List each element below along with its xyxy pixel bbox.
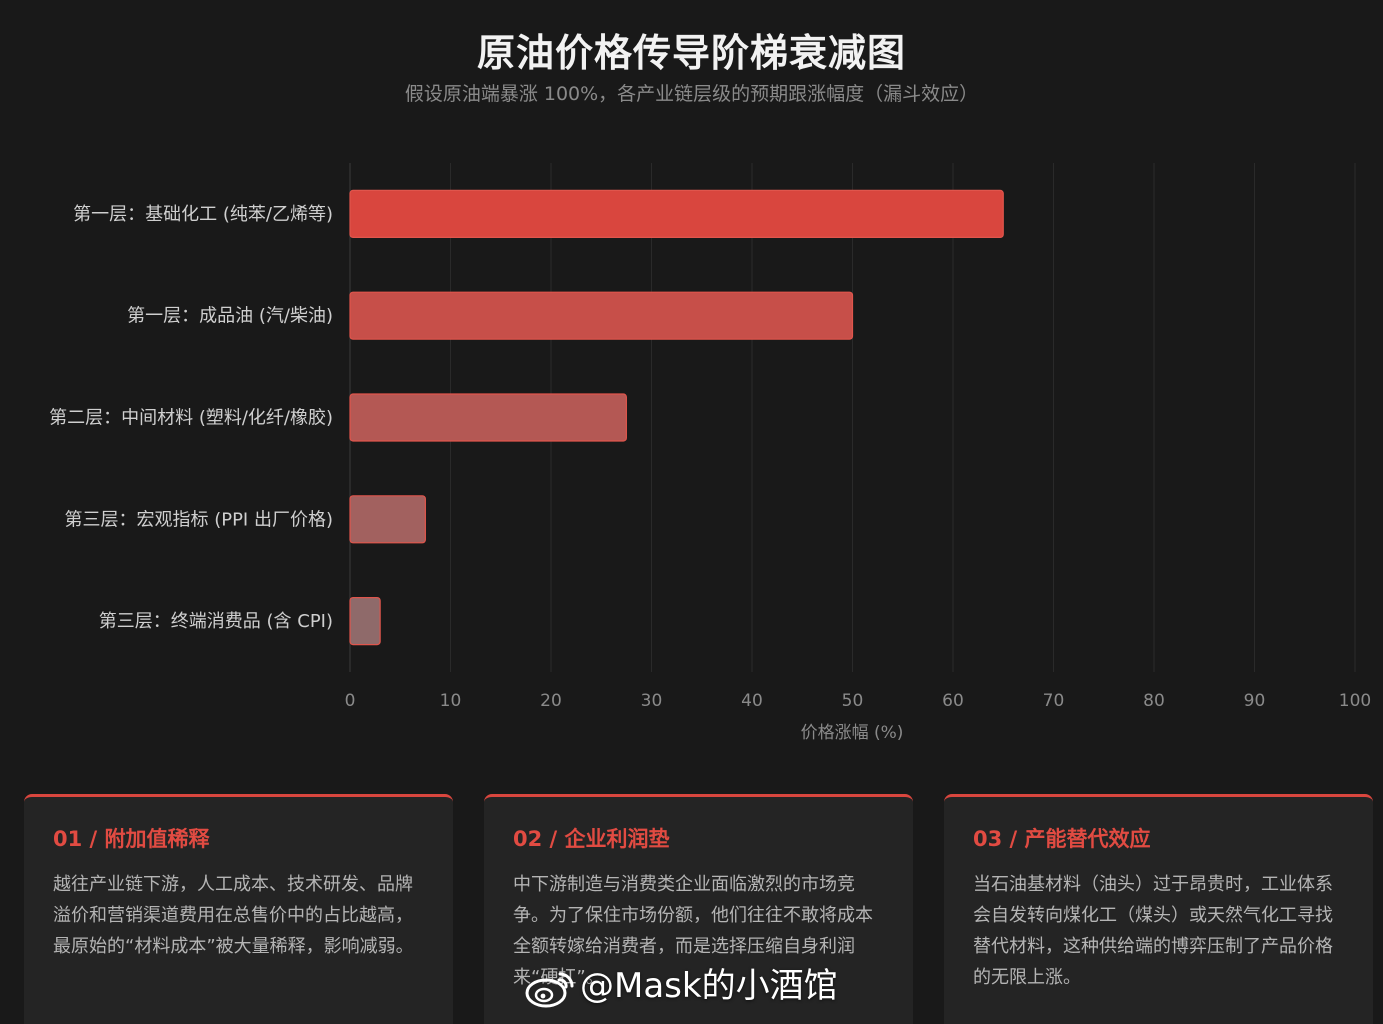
y-category-label: 第二层：中间材料 (塑料/化纤/橡胶): [49, 408, 333, 429]
watermark-text: @Mask的小酒馆: [580, 966, 838, 1006]
x-tick-label: 70: [1043, 691, 1065, 711]
x-tick-label: 40: [741, 691, 763, 711]
watermark: @Mask的小酒馆: [524, 958, 838, 1008]
chart-title: 原油价格传导阶梯衰减图: [476, 31, 906, 75]
card-title: 01 / 附加值稀释: [53, 827, 210, 851]
bar-chart: 第一层：基础化工 (纯苯/乙烯等) 第一层：成品油 (汽/柴油) 第二层：中间材料 …: [49, 163, 1371, 743]
card-title: 02 / 企业利润垫: [513, 827, 670, 851]
x-tick-label: 0: [345, 691, 356, 711]
card-title: 03 / 产能替代效应: [973, 827, 1151, 851]
bar: [349, 393, 627, 442]
x-tick-label: 100: [1339, 691, 1371, 711]
card-body: 越往产业链下游，人工成本、技术研发、品牌溢价和营销渠道费用在总售价中的占比越高，…: [53, 874, 414, 957]
chart-subtitle: 假设原油端暴涨 100%，各产业链层级的预期跟涨幅度（漏斗效应）: [404, 83, 979, 105]
card-body: 中下游制造与消费类企业面临激烈的市场竞争。为了保住市场份额，他们往往不敢将成本全…: [513, 874, 873, 988]
card-body: 当石油基材料（油头）过于昂贵时，工业体系会自发转向煤化工（煤头）或天然气化工寻找…: [973, 874, 1333, 988]
x-tick-label: 30: [641, 691, 663, 711]
x-tick-label: 60: [942, 691, 964, 711]
bar: [349, 291, 854, 340]
x-tick-label: 20: [540, 691, 562, 711]
y-category-label: 第一层：成品油 (汽/柴油): [127, 306, 333, 327]
bar: [349, 495, 426, 544]
weibo-icon: [525, 972, 574, 1007]
insight-card-2: 02 / 企业利润垫 中下游制造与消费类企业面临激烈的市场竞争。为了保住市场份额…: [484, 794, 913, 1024]
x-tick-label: 50: [842, 691, 864, 711]
y-category-label: 第三层：宏观指标 (PPI 出厂价格): [64, 509, 333, 530]
x-tick-label: 80: [1143, 691, 1165, 711]
bar: [349, 596, 381, 646]
insight-card-1: 01 / 附加值稀释 越往产业链下游，人工成本、技术研发、品牌溢价和营销渠道费用…: [24, 794, 453, 1024]
x-tick-label: 90: [1244, 691, 1266, 711]
y-category-label: 第三层：终端消费品 (含 CPI): [99, 611, 333, 632]
x-tick-label: 10: [440, 691, 462, 711]
insight-card-3: 03 / 产能替代效应 当石油基材料（油头）过于昂贵时，工业体系会自发转向煤化工…: [944, 794, 1373, 1024]
y-category-label: 第一层：基础化工 (纯苯/乙烯等): [73, 204, 333, 225]
bar: [349, 189, 1004, 238]
x-axis-label: 价格涨幅 (%): [801, 723, 904, 743]
